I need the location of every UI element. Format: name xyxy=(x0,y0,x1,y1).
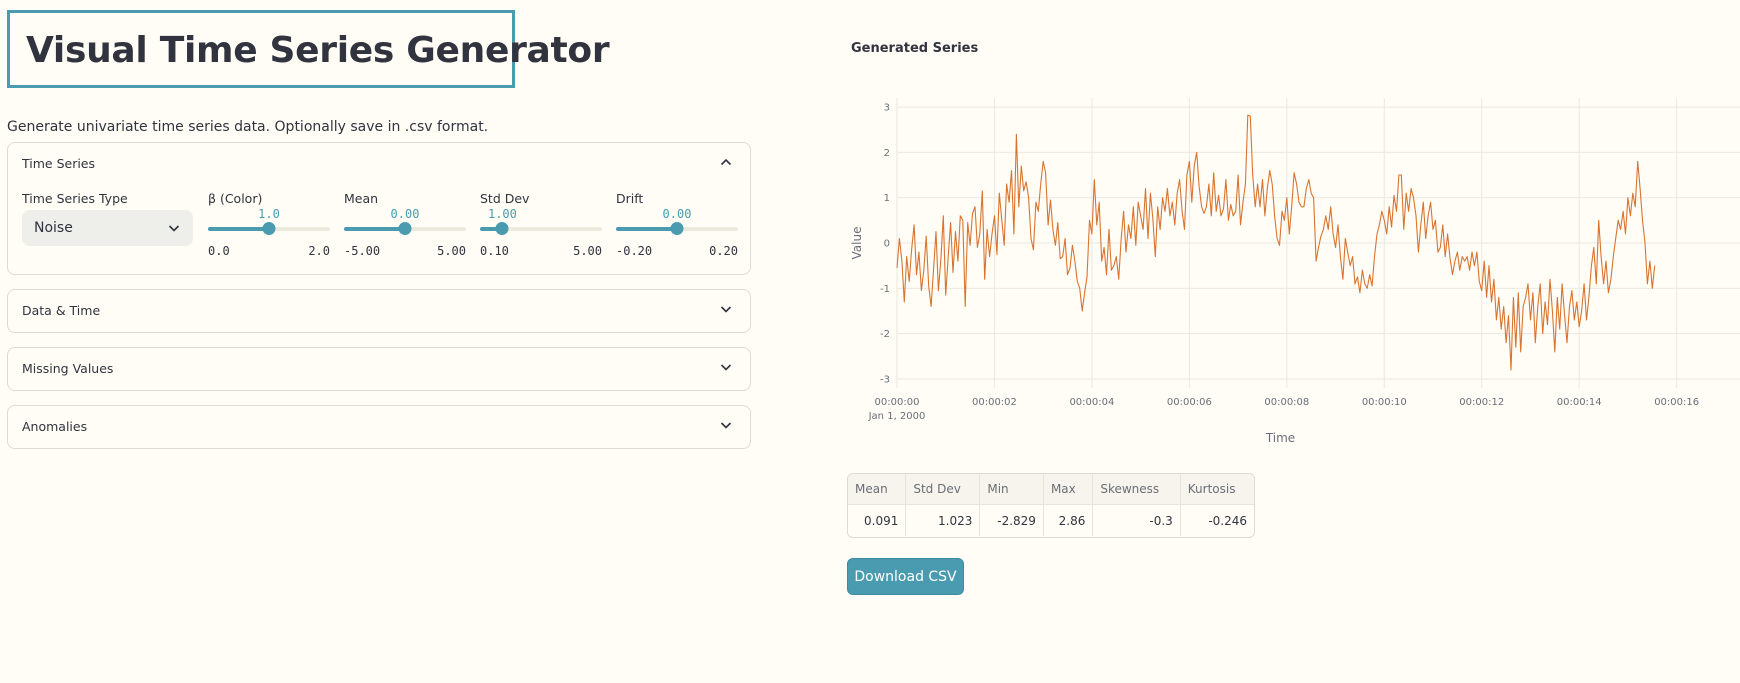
slider-mean-max: 5.00 xyxy=(437,244,466,258)
expander-data-time[interactable]: Data & Time xyxy=(7,289,751,333)
x-tick-label: 00:00:14 xyxy=(1557,397,1602,408)
slider-mean-value: 0.00 xyxy=(390,207,420,221)
expander-time-series-header[interactable]: Time Series xyxy=(22,156,96,171)
stats-header-cell: Skewness xyxy=(1092,474,1181,505)
expander-anomalies[interactable]: Anomalies xyxy=(7,405,751,449)
expander-anomalies-header[interactable]: Anomalies xyxy=(22,419,88,434)
slider-std-dev-thumb[interactable] xyxy=(495,222,509,235)
slider-beta-track[interactable] xyxy=(208,222,330,235)
time-series-chart[interactable]: 3 2 1 0 -1 -2 -3 00:00:00 00:00:02 00:00:04 00:00:… xyxy=(845,80,1740,460)
x-tick-label: 00:00:12 xyxy=(1459,397,1504,408)
slider-std-dev-min: 0.10 xyxy=(480,244,509,258)
x-tick-label: 00:00:16 xyxy=(1654,397,1699,408)
chevron-down-icon[interactable] xyxy=(719,302,733,316)
slider-drift-track[interactable] xyxy=(616,222,738,235)
slider-mean[interactable]: 0.00 -5.00 5.00 xyxy=(344,207,466,258)
x-date-label: Jan 1, 2000 xyxy=(868,411,926,422)
y-tick-label: 3 xyxy=(884,103,890,114)
slider-mean-label: Mean xyxy=(344,191,379,206)
stats-header-cell: Mean xyxy=(848,474,907,505)
x-tick-label: 00:00:10 xyxy=(1362,397,1407,408)
slider-std-dev-fill xyxy=(480,227,503,231)
y-tick-label: -1 xyxy=(880,284,890,295)
slider-beta-fill xyxy=(208,227,269,231)
time-series-type-select[interactable]: Noise xyxy=(22,210,193,246)
x-tick-label: 00:00:02 xyxy=(972,397,1017,408)
y-tick-label: 0 xyxy=(884,239,890,250)
stats-cell-std-dev: 1.023 xyxy=(905,504,981,536)
slider-beta[interactable]: 1.0 0.0 2.0 xyxy=(208,207,330,258)
slider-std-dev-max: 5.00 xyxy=(573,244,602,258)
y-tick-label: -3 xyxy=(880,374,890,385)
chevron-down-icon[interactable] xyxy=(719,418,733,432)
time-series-type-label: Time Series Type xyxy=(22,191,128,206)
title-box: Visual Time Series Generator xyxy=(7,10,610,88)
slider-beta-max: 2.0 xyxy=(308,244,330,258)
expander-missing-values-header[interactable]: Missing Values xyxy=(22,361,114,376)
slider-std-dev-label: Std Dev xyxy=(480,191,530,206)
slider-mean-track[interactable] xyxy=(344,222,466,235)
stats-table: Mean Std Dev Min Max Skewness Kurtosis 0… xyxy=(847,473,1255,538)
slider-drift[interactable]: 0.00 -0.20 0.20 xyxy=(616,207,738,258)
chevron-up-icon[interactable] xyxy=(719,155,733,169)
stats-cell-mean: 0.091 xyxy=(848,504,907,536)
slider-drift-max: 0.20 xyxy=(709,244,738,258)
chevron-down-icon[interactable] xyxy=(719,360,733,374)
y-tick-label: -2 xyxy=(880,329,890,340)
page-title: Visual Time Series Generator xyxy=(26,30,610,71)
stats-header-cell: Max xyxy=(1043,474,1094,505)
slider-beta-label: β (Color) xyxy=(208,191,263,206)
expander-time-series: Time Series Time Series Type Noise β (Co… xyxy=(7,142,751,275)
time-series-type-value: Noise xyxy=(34,220,73,236)
x-tick-label: 00:00:00 xyxy=(875,397,920,408)
slider-drift-min: -0.20 xyxy=(616,244,653,258)
stats-header-cell: Kurtosis xyxy=(1180,474,1254,505)
y-tick-label: 1 xyxy=(884,193,890,204)
chevron-down-icon xyxy=(168,225,180,232)
slider-mean-thumb[interactable] xyxy=(398,222,412,235)
chart-title: Generated Series xyxy=(851,41,979,56)
table-row: 0.091 1.023 -2.829 2.86 -0.3 -0.246 xyxy=(848,504,1254,536)
slider-drift-value: 0.00 xyxy=(662,207,692,221)
expander-data-time-header[interactable]: Data & Time xyxy=(22,303,101,318)
slider-std-dev-value: 1.00 xyxy=(487,207,517,221)
series-line xyxy=(896,114,1656,371)
stats-cell-min: -2.829 xyxy=(979,504,1044,536)
slider-beta-value: 1.0 xyxy=(258,207,280,221)
download-csv-button[interactable]: Download CSV xyxy=(847,558,964,595)
slider-std-dev[interactable]: 1.00 0.10 5.00 xyxy=(480,207,602,258)
y-axis-title: Value xyxy=(850,227,864,260)
slider-drift-label: Drift xyxy=(616,191,644,206)
stats-cell-skewness: -0.3 xyxy=(1092,504,1181,536)
slider-beta-thumb[interactable] xyxy=(262,222,276,235)
slider-beta-min: 0.0 xyxy=(208,244,230,258)
stats-header-cell: Min xyxy=(979,474,1044,505)
stats-header-row: Mean Std Dev Min Max Skewness Kurtosis xyxy=(848,474,1254,505)
slider-mean-fill xyxy=(344,227,405,231)
y-tick-label: 2 xyxy=(884,148,890,159)
slider-drift-fill xyxy=(616,227,677,231)
page-subtitle: Generate univariate time series data. Op… xyxy=(7,119,489,135)
x-axis-title: Time xyxy=(1265,431,1295,445)
expander-missing-values[interactable]: Missing Values xyxy=(7,347,751,391)
stats-cell-max: 2.86 xyxy=(1043,504,1094,536)
slider-mean-min: -5.00 xyxy=(344,244,381,258)
stats-header-cell: Std Dev xyxy=(905,474,981,505)
x-tick-label: 00:00:08 xyxy=(1264,397,1309,408)
slider-std-dev-track[interactable] xyxy=(480,222,602,235)
x-tick-label: 00:00:06 xyxy=(1167,397,1212,408)
x-tick-label: 00:00:04 xyxy=(1069,397,1114,408)
slider-drift-thumb[interactable] xyxy=(670,222,684,235)
stats-cell-kurtosis: -0.246 xyxy=(1208,513,1247,528)
